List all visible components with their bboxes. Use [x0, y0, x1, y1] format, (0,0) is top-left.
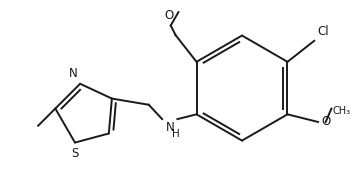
Text: H: H [172, 129, 180, 139]
Text: CH₃: CH₃ [332, 105, 351, 115]
Text: N: N [69, 67, 77, 80]
Text: Cl: Cl [317, 25, 329, 38]
Text: S: S [71, 147, 78, 160]
Text: N: N [165, 121, 174, 134]
Text: O: O [164, 9, 174, 22]
Text: O: O [321, 115, 330, 129]
